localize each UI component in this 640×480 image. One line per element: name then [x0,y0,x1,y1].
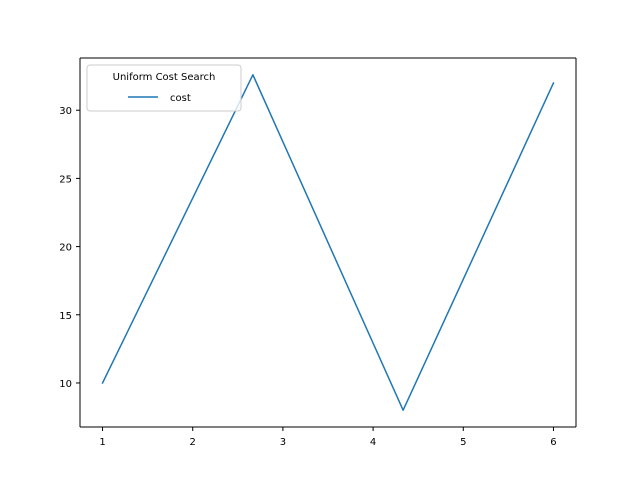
x-tick-label: 5 [460,437,466,448]
legend-label: cost [170,93,191,104]
series-layer [101,74,555,411]
legend-box [86,64,242,112]
y-tick-label: 25 [59,174,72,185]
axes-frame [79,57,577,428]
x-tick-label: 4 [370,437,376,448]
x-axis-ticks: 1 2 3 4 5 6 [99,427,557,448]
y-tick-label: 10 [59,379,72,390]
x-tick-label: 2 [190,437,196,448]
legend: Uniform Cost Search cost [86,64,242,112]
y-axis-ticks: 10 15 20 25 30 [59,106,80,390]
x-tick-label: 6 [550,437,556,448]
x-tick-label: 3 [280,437,286,448]
x-tick-label: 1 [99,437,105,448]
legend-title: Uniform Cost Search [113,72,216,83]
y-tick-label: 15 [59,311,72,322]
y-tick-label: 20 [59,243,72,254]
y-tick-label: 30 [59,106,72,117]
series-line-cost [101,74,555,411]
